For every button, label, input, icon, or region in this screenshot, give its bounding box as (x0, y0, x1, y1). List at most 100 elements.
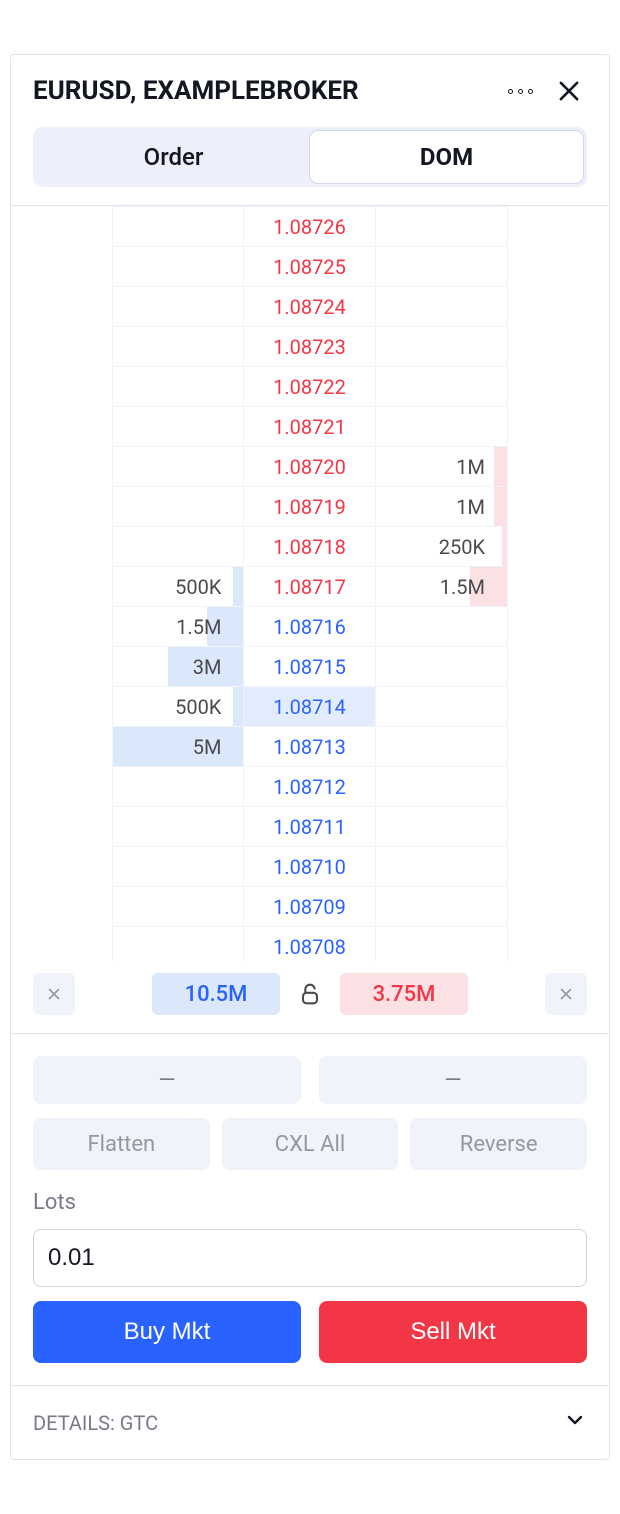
ask-volume-cell[interactable] (376, 207, 507, 246)
bid-volume-cell[interactable] (113, 887, 244, 926)
bid-volume-cell[interactable] (113, 407, 244, 446)
price-cell[interactable]: 1.08721 (244, 407, 375, 446)
dom-row[interactable]: 1.08712 (113, 767, 507, 807)
bid-volume-cell[interactable] (113, 207, 244, 246)
clear-ask-button[interactable] (545, 973, 587, 1015)
dom-row[interactable]: 1.08711 (113, 807, 507, 847)
price-cell[interactable]: 1.08725 (244, 247, 375, 286)
bid-volume-cell[interactable] (113, 487, 244, 526)
lots-input[interactable] (33, 1229, 587, 1287)
dom-row[interactable]: 500K1.087171.5M (113, 567, 507, 607)
flatten-button[interactable]: Flatten (33, 1118, 210, 1170)
price-cell[interactable]: 1.08724 (244, 287, 375, 326)
ask-volume-cell[interactable] (376, 887, 507, 926)
ask-volume-cell[interactable] (376, 767, 507, 806)
price-cell[interactable]: 1.08713 (244, 727, 375, 766)
price-cell[interactable]: 1.08726 (244, 207, 375, 246)
tab-dom[interactable]: DOM (310, 131, 583, 183)
more-options-icon[interactable] (502, 83, 539, 100)
dom-row[interactable]: 1.087191M (113, 487, 507, 527)
bid-volume-cell[interactable]: 1.5M (113, 607, 244, 646)
dom-row[interactable]: 1.08724 (113, 287, 507, 327)
dom-row[interactable]: 1.08725 (113, 247, 507, 287)
ask-volume-cell[interactable] (376, 407, 507, 446)
price-cell[interactable]: 1.08711 (244, 807, 375, 846)
cancel-all-button[interactable]: CXL All (222, 1118, 399, 1170)
price-cell[interactable]: 1.08723 (244, 327, 375, 366)
bid-volume-cell[interactable]: 500K (113, 567, 244, 606)
chevron-down-icon (563, 1408, 587, 1437)
dom-row[interactable]: 1.08721 (113, 407, 507, 447)
position-actions: Flatten CXL All Reverse (33, 1118, 587, 1170)
dom-row[interactable]: 1.08718250K (113, 527, 507, 567)
price-cell[interactable]: 1.08712 (244, 767, 375, 806)
bid-volume-cell[interactable]: 3M (113, 647, 244, 686)
ask-volume-cell[interactable] (376, 367, 507, 406)
dom-ladder[interactable]: 1.087261.087251.087241.087231.087221.087… (112, 206, 508, 961)
price-cell[interactable]: 1.08709 (244, 887, 375, 926)
position-summary: — — (33, 1056, 587, 1104)
dom-row[interactable]: 1.08710 (113, 847, 507, 887)
price-cell[interactable]: 1.08717 (244, 567, 375, 606)
ask-volume-cell[interactable] (376, 647, 507, 686)
ask-volume-cell[interactable]: 1M (376, 487, 507, 526)
ask-volume-cell[interactable] (376, 327, 507, 366)
ask-volume-cell[interactable] (376, 287, 507, 326)
dom-row[interactable]: 1.08723 (113, 327, 507, 367)
ask-volume-cell[interactable] (376, 807, 507, 846)
bid-volume-cell[interactable] (113, 247, 244, 286)
price-cell[interactable]: 1.08719 (244, 487, 375, 526)
details-toggle[interactable]: DETAILS: GTC (11, 1386, 609, 1459)
price-cell[interactable]: 1.08714 (244, 687, 375, 726)
bid-volume-cell[interactable] (113, 927, 244, 961)
dom-row[interactable]: 500K1.08714 (113, 687, 507, 727)
dom-row[interactable]: 1.08708 (113, 927, 507, 961)
ask-volume-cell[interactable] (376, 687, 507, 726)
bid-volume-cell[interactable] (113, 287, 244, 326)
buy-market-button[interactable]: Buy Mkt (33, 1301, 301, 1363)
ask-volume-cell[interactable]: 250K (376, 527, 507, 566)
ask-volume-cell[interactable] (376, 727, 507, 766)
bid-volume-cell[interactable] (113, 327, 244, 366)
bid-volume-cell[interactable] (113, 847, 244, 886)
price-cell[interactable]: 1.08708 (244, 927, 375, 961)
details-label: DETAILS: GTC (33, 1411, 158, 1435)
dom-row[interactable]: 1.087201M (113, 447, 507, 487)
dom-row[interactable]: 3M1.08715 (113, 647, 507, 687)
ask-volume-cell[interactable] (376, 927, 507, 961)
bid-volume-cell[interactable]: 500K (113, 687, 244, 726)
price-cell[interactable]: 1.08715 (244, 647, 375, 686)
bid-volume-cell[interactable]: 5M (113, 727, 244, 766)
ask-volume-cell[interactable]: 1.5M (376, 567, 507, 606)
ask-volume-cell[interactable] (376, 847, 507, 886)
ask-volume-cell[interactable] (376, 247, 507, 286)
price-cell[interactable]: 1.08710 (244, 847, 375, 886)
tab-order[interactable]: Order (37, 131, 310, 183)
bid-volume-cell[interactable] (113, 447, 244, 486)
ask-volume-cell[interactable] (376, 607, 507, 646)
price-cell[interactable]: 1.08716 (244, 607, 375, 646)
dom-row[interactable]: 1.08726 (113, 207, 507, 247)
tabs-container: Order DOM (11, 127, 609, 205)
dom-ladder-container: 1.087261.087251.087241.087231.087221.087… (11, 206, 609, 961)
ask-volume-cell[interactable]: 1M (376, 447, 507, 486)
bid-volume-cell[interactable] (113, 367, 244, 406)
price-cell[interactable]: 1.08720 (244, 447, 375, 486)
price-cell[interactable]: 1.08722 (244, 367, 375, 406)
dom-row[interactable]: 5M1.08713 (113, 727, 507, 767)
sell-market-button[interactable]: Sell Mkt (319, 1301, 587, 1363)
close-icon[interactable] (551, 73, 587, 109)
price-cell[interactable]: 1.08718 (244, 527, 375, 566)
panel-header: EURUSD, EXAMPLEBROKER (11, 55, 609, 127)
dom-row[interactable]: 1.5M1.08716 (113, 607, 507, 647)
reverse-button[interactable]: Reverse (410, 1118, 587, 1170)
bid-volume-cell[interactable] (113, 767, 244, 806)
tabs: Order DOM (33, 127, 587, 187)
dom-row[interactable]: 1.08709 (113, 887, 507, 927)
totals-row: 10.5M 3.75M (11, 961, 609, 1033)
bid-volume-cell[interactable] (113, 807, 244, 846)
dom-row[interactable]: 1.08722 (113, 367, 507, 407)
recenter-lock-icon[interactable] (290, 980, 330, 1008)
clear-bid-button[interactable] (33, 973, 75, 1015)
bid-volume-cell[interactable] (113, 527, 244, 566)
